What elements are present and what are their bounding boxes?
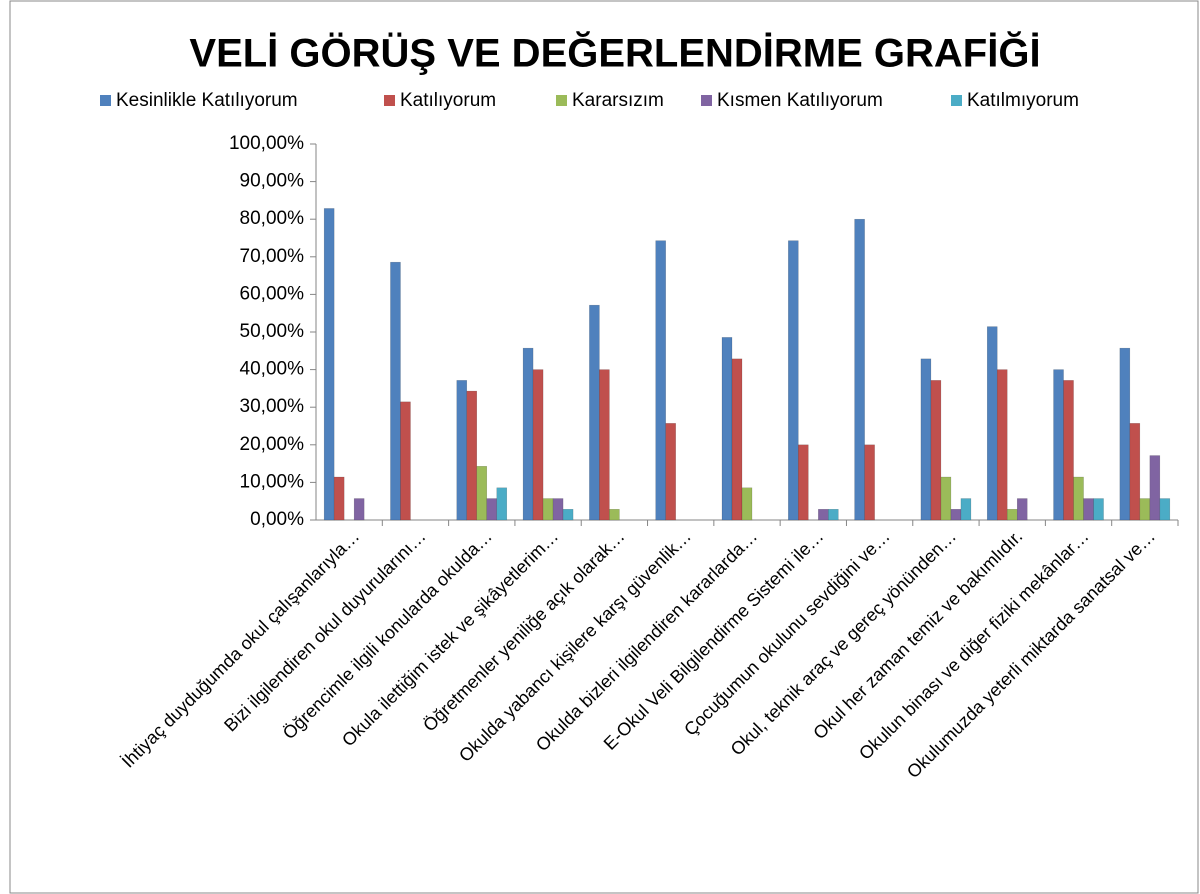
y-tick-label: 50,00% <box>240 321 305 342</box>
bar <box>353 498 365 521</box>
legend-swatch <box>556 95 567 106</box>
bar <box>552 498 564 521</box>
legend-label: Kısmen Katılıyorum <box>717 90 883 111</box>
bar <box>818 508 829 521</box>
bar <box>1006 508 1018 521</box>
bar <box>864 444 875 521</box>
y-tick-label: 30,00% <box>240 396 305 417</box>
y-tick-label: 0,00% <box>250 509 304 530</box>
legend-swatch <box>951 95 962 106</box>
legend-label: Katılmıyorum <box>967 90 1079 111</box>
bar <box>456 380 468 521</box>
bar <box>486 498 498 521</box>
bar <box>609 508 620 521</box>
bar <box>562 508 574 521</box>
bar <box>1093 498 1104 521</box>
bar <box>466 390 478 521</box>
y-tick-label: 100,00% <box>229 133 304 154</box>
bar <box>390 261 401 521</box>
bar <box>1016 498 1028 521</box>
bar <box>986 326 998 521</box>
chart-title: VELİ GÖRÜŞ VE DEĞERLENDİRME GRAFİĞİ <box>189 30 1040 76</box>
y-tick-label: 60,00% <box>240 283 305 304</box>
bar <box>1139 498 1151 521</box>
bar <box>1083 498 1094 521</box>
bar <box>496 487 508 521</box>
bar <box>741 487 753 521</box>
bar <box>828 508 839 521</box>
legend-label: Kararsızım <box>572 90 664 111</box>
bar <box>930 380 942 521</box>
bar <box>542 498 554 521</box>
bar <box>731 358 743 521</box>
bar <box>532 369 544 521</box>
bar <box>400 401 411 521</box>
y-tick-label: 20,00% <box>240 434 305 455</box>
bar <box>1149 455 1161 521</box>
y-tick-label: 70,00% <box>240 246 305 267</box>
bar <box>599 369 610 521</box>
bar <box>1053 369 1064 521</box>
y-tick-label: 10,00% <box>240 471 305 492</box>
bar <box>1073 476 1084 521</box>
bar <box>940 476 952 521</box>
bar <box>589 304 600 521</box>
y-tick-label: 80,00% <box>240 208 305 229</box>
bar <box>996 369 1008 521</box>
bar <box>798 444 809 521</box>
legend-label: Katılıyorum <box>400 90 496 111</box>
bar <box>854 218 865 521</box>
bar <box>1159 498 1171 521</box>
bar <box>655 240 666 521</box>
bar <box>1063 380 1074 521</box>
y-tick-label: 90,00% <box>240 171 305 192</box>
bar <box>476 466 488 521</box>
bar <box>1129 423 1141 521</box>
bar <box>960 498 972 521</box>
bar <box>333 476 345 521</box>
bar <box>920 358 932 521</box>
bar <box>522 347 534 521</box>
y-tick-label: 40,00% <box>240 359 305 380</box>
bar <box>665 423 676 521</box>
bar <box>721 337 733 521</box>
bar <box>323 208 335 521</box>
legend-label: Kesinlikle Katılıyorum <box>116 90 298 111</box>
bar <box>950 508 962 521</box>
legend-swatch <box>384 95 395 106</box>
legend-swatch <box>100 95 111 106</box>
bar <box>1119 347 1131 521</box>
legend-swatch <box>701 95 712 106</box>
bar <box>788 240 799 521</box>
